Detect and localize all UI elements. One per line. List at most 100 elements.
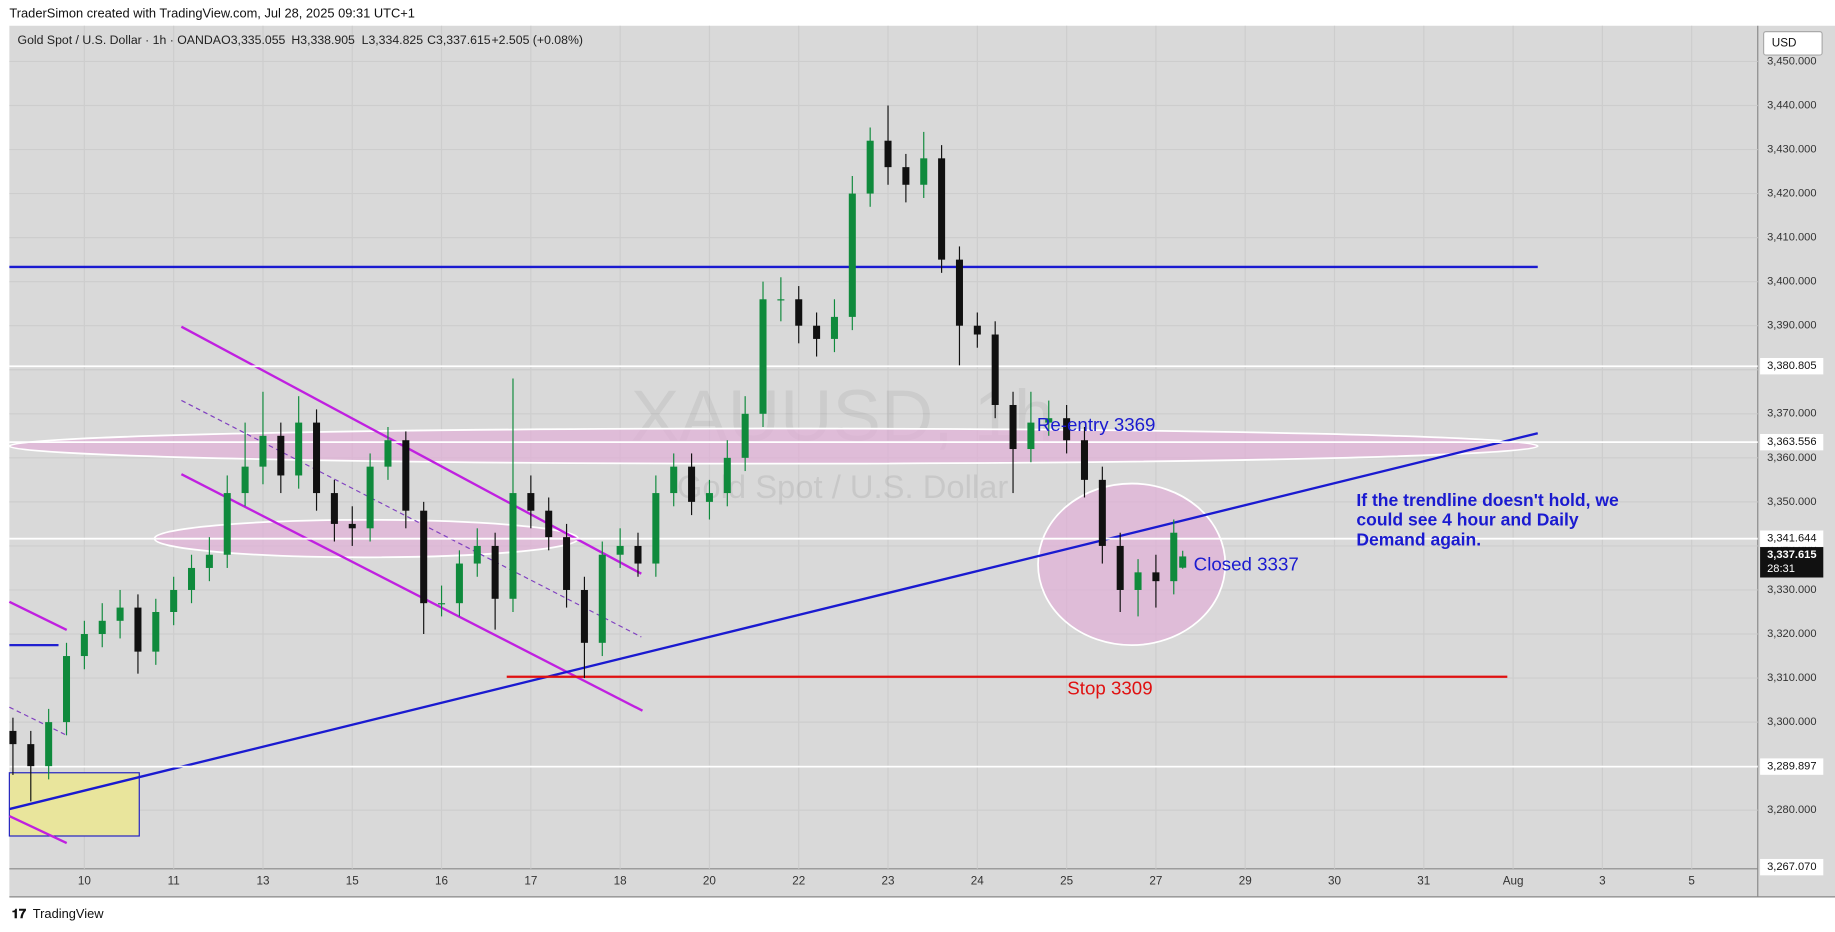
candle-body (348, 523, 356, 529)
last-price-label: 3,337.615 (1767, 549, 1816, 561)
axes: 3,280.0003,290.0003,300.0003,310.0003,32… (78, 55, 1824, 888)
axis-marker-label: 3,267.070 (1767, 861, 1816, 873)
currency: USD (1772, 36, 1797, 49)
candle-body (27, 744, 35, 767)
candle-body (1063, 418, 1071, 441)
x-tick-label: 27 (1149, 875, 1162, 888)
candle-body (241, 466, 249, 494)
countdown-label: 28:31 (1767, 563, 1795, 575)
candle-body (652, 493, 660, 564)
note-line: Demand again. (1356, 530, 1481, 550)
candles (9, 105, 1187, 802)
x-tick-label: 15 (346, 875, 359, 888)
y-tick-label: 3,410.000 (1767, 232, 1816, 244)
x-tick-label: 10 (78, 875, 91, 888)
candle-body (9, 730, 17, 745)
price-line-tag (1760, 530, 1824, 547)
candle-body (1179, 556, 1187, 568)
candle-body (491, 545, 499, 599)
y-tick-label: 3,440.000 (1767, 99, 1816, 111)
price-lines (9, 365, 1758, 768)
channel-midline (9, 706, 67, 736)
y-tick-label: 3,370.000 (1767, 408, 1816, 420)
y-tick-label: 3,350.000 (1767, 496, 1816, 508)
candle-body (705, 493, 713, 502)
x-tick-label: 23 (882, 875, 895, 888)
price-line-tag (1760, 433, 1824, 451)
resistance-zone (8, 427, 1539, 465)
candle-body (723, 457, 731, 494)
y-tick-label: 3,360.000 (1767, 452, 1816, 464)
candle-body (438, 603, 446, 605)
candle-body (45, 722, 53, 767)
x-tick-label: 20 (703, 875, 716, 888)
ohlc-open: O3,335.055 (221, 33, 285, 47)
note-line: could see 4 hour and Daily (1356, 510, 1579, 530)
y-tick-label: 3,400.000 (1767, 276, 1816, 288)
channel-midline (181, 399, 642, 638)
candle-body (1080, 440, 1088, 480)
y-tick-label: 3,420.000 (1767, 188, 1816, 200)
x-tick-label: 29 (1239, 875, 1252, 888)
candle-body (384, 440, 392, 467)
x-tick-label: 11 (168, 875, 180, 888)
ohlc-high: H3,338.905 (291, 33, 355, 47)
closed-label: Closed 3337 (1194, 553, 1299, 574)
currency-box[interactable] (1763, 31, 1823, 56)
symbol: Gold Spot / U.S. Dollar · 1h · OANDA (18, 33, 222, 47)
drawings (8, 265, 1539, 845)
legend-header: Gold Spot / U.S. Dollar · 1h · OANDA O3,… (18, 33, 583, 47)
x-tick-label: 16 (435, 875, 448, 888)
y-tick-label: 3,450.000 (1767, 55, 1816, 67)
ohlc-close: C3,337.615 (427, 33, 491, 47)
price-axis-background (1757, 25, 1835, 897)
candle-body (813, 325, 821, 339)
candle-body (598, 554, 606, 643)
candle-body (1134, 572, 1142, 590)
candle-body (580, 589, 588, 643)
x-tick-label: 17 (524, 875, 537, 888)
candle-body (223, 493, 231, 555)
x-tick-label: 31 (1417, 875, 1430, 888)
y-tick-label: 3,310.000 (1767, 672, 1816, 684)
price-line-tag (1760, 758, 1824, 775)
candle-body (830, 316, 838, 339)
candle-body (402, 440, 410, 511)
channel-line (8, 815, 68, 845)
candle-body (955, 259, 963, 326)
price-line-label: 3,289.897 (1767, 761, 1816, 773)
brand-logo: 𝟏𝟕 (12, 906, 27, 921)
channel-line (8, 600, 68, 631)
y-tick-label: 3,430.000 (1767, 143, 1816, 155)
candle-body (134, 607, 142, 652)
candle-body (80, 634, 88, 657)
x-tick-label: 30 (1328, 875, 1341, 888)
change: +2.505 (+0.08%) (492, 33, 583, 47)
candle-body (188, 567, 196, 590)
candle-body (527, 493, 535, 511)
candle-body (277, 435, 285, 476)
candle-body (205, 554, 213, 568)
candle-body (1027, 422, 1035, 450)
x-tick-label: 13 (256, 875, 269, 888)
candle-body (313, 422, 321, 494)
x-tick-label: 18 (614, 875, 627, 888)
price-line-tag (1760, 358, 1824, 375)
candle-body (938, 158, 946, 260)
axis-marker-tag (1760, 858, 1824, 876)
annotation-texts: Re-entry 3369 Closed 3337 Stop 3309 If t… (1037, 414, 1619, 698)
candle-body (509, 493, 517, 599)
x-tick-label: Aug (1503, 875, 1524, 888)
x-tick-label: 25 (1060, 875, 1073, 888)
brand: TradingView (33, 906, 104, 921)
watermark-name: Gold Spot / U.S. Dollar (677, 468, 1008, 505)
candle-body (1152, 572, 1160, 582)
candle-body (295, 422, 303, 476)
channel-line (180, 325, 642, 575)
note-line: If the trendline doesn't hold, we (1356, 490, 1619, 510)
candle-body (688, 466, 696, 502)
candle-body (848, 193, 856, 317)
trendline (9, 432, 1539, 811)
candle-body (455, 563, 463, 604)
candle-body (1116, 545, 1124, 590)
